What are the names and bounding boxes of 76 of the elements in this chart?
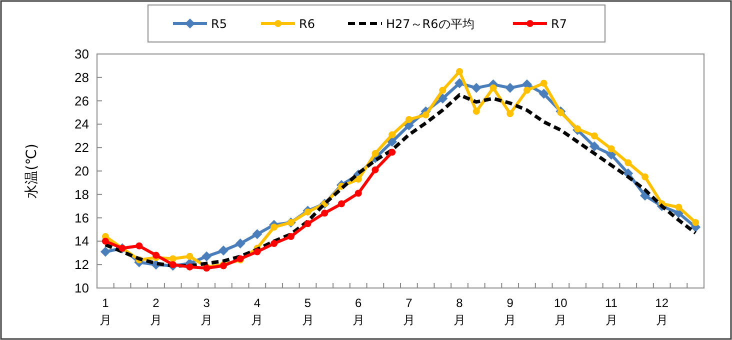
y-tick-label: 22: [74, 140, 89, 156]
point: [692, 218, 700, 226]
point: [472, 108, 480, 115]
point: [608, 145, 615, 152]
point: [505, 82, 516, 93]
x-tick-label: 4月: [250, 295, 264, 329]
point: [304, 208, 312, 216]
point: [354, 176, 362, 183]
point: [321, 210, 328, 217]
y-tick-label: 16: [74, 210, 89, 226]
point: [456, 68, 464, 76]
point: [169, 261, 176, 268]
legend-label: R7: [551, 17, 567, 31]
point: [136, 242, 143, 250]
y-tick-label: 30: [74, 46, 89, 62]
point: [186, 252, 194, 260]
x-tick-label: 8月: [452, 295, 466, 329]
y-tick-label: 14: [74, 234, 89, 249]
point: [152, 252, 160, 259]
x-tick-label: 1月: [98, 295, 112, 329]
point: [506, 110, 514, 118]
y-tick-label: 26: [74, 93, 89, 108]
point: [270, 224, 278, 231]
x-tick-label: 2月: [149, 295, 163, 329]
point: [590, 132, 598, 140]
y-tick-label: 28: [74, 70, 89, 85]
point: [557, 109, 564, 116]
point: [287, 233, 294, 240]
point: [471, 82, 482, 93]
point: [624, 159, 632, 166]
point: [254, 248, 261, 256]
x-tick-label: 10月: [552, 295, 568, 329]
point: [270, 240, 278, 248]
point: [372, 166, 379, 174]
y-axis-title: 水温(℃): [24, 144, 40, 198]
x-tick-label: 12月: [654, 295, 670, 329]
y-tick-label: 10: [74, 280, 89, 296]
y-tick-label: 24: [74, 116, 89, 132]
point: [218, 246, 228, 256]
point: [100, 246, 110, 257]
point: [338, 200, 345, 208]
y-tick-label: 12: [74, 257, 89, 272]
point: [538, 88, 549, 99]
point: [252, 229, 262, 240]
x-tick-label: 9月: [503, 295, 518, 329]
point: [388, 148, 396, 156]
point: [235, 238, 246, 249]
point: [574, 125, 582, 132]
x-tick-label: 7月: [402, 295, 416, 329]
point: [372, 150, 379, 157]
point: [387, 136, 398, 147]
point: [304, 220, 312, 228]
y-tick-label: 18: [74, 186, 89, 202]
point: [422, 111, 430, 118]
point: [438, 93, 448, 104]
point: [186, 263, 194, 270]
point: [354, 190, 362, 197]
point: [388, 131, 396, 138]
point: [641, 173, 648, 180]
point: [589, 141, 600, 152]
point: [675, 204, 682, 211]
legend-label: R5: [211, 17, 227, 31]
point: [540, 80, 548, 87]
point: [102, 238, 109, 245]
x-tick-label: 5月: [300, 295, 315, 329]
y-tick-label: 20: [74, 164, 89, 178]
x-tick-label: 6月: [351, 295, 366, 329]
x-tick-label: 3月: [200, 295, 214, 329]
point: [523, 86, 530, 94]
x-tick-label: 11月: [604, 295, 618, 329]
point: [439, 86, 446, 94]
point: [490, 84, 497, 92]
legend-label: R6: [299, 17, 315, 31]
point: [202, 251, 212, 262]
legend-label: H27～R6の平均: [386, 17, 474, 31]
point: [405, 116, 412, 124]
